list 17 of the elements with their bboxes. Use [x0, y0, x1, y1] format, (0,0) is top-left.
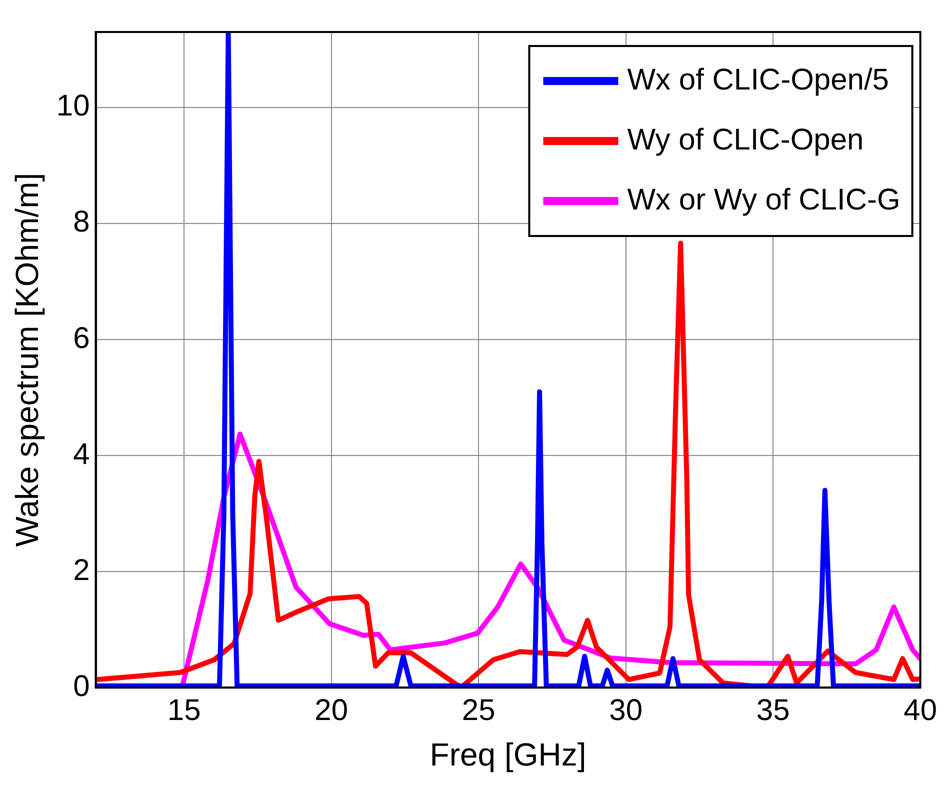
- y-tick-label: 6: [73, 322, 90, 355]
- y-tick-label: 10: [56, 90, 90, 123]
- x-tick-label: 15: [167, 694, 201, 727]
- x-tick-label: 30: [609, 694, 643, 727]
- legend-label: Wx of CLIC-Open/5: [627, 63, 890, 96]
- y-tick-label: 0: [73, 670, 90, 703]
- x-axis-title: Freq [GHz]: [430, 736, 586, 773]
- y-tick-label: 2: [73, 554, 90, 587]
- legend-label: Wx or Wy of CLIC-G: [627, 183, 900, 216]
- y-tick-label: 4: [73, 438, 90, 471]
- y-axis-title: Wake spectrum [KOhm/m]: [9, 172, 46, 547]
- x-tick-label: 40: [904, 694, 938, 727]
- x-tick-label: 35: [756, 694, 790, 727]
- x-tick-label: 20: [314, 694, 348, 727]
- legend-label: Wy of CLIC-Open: [627, 123, 864, 156]
- y-tick-label: 8: [73, 206, 90, 239]
- x-tick-label: 25: [462, 694, 496, 727]
